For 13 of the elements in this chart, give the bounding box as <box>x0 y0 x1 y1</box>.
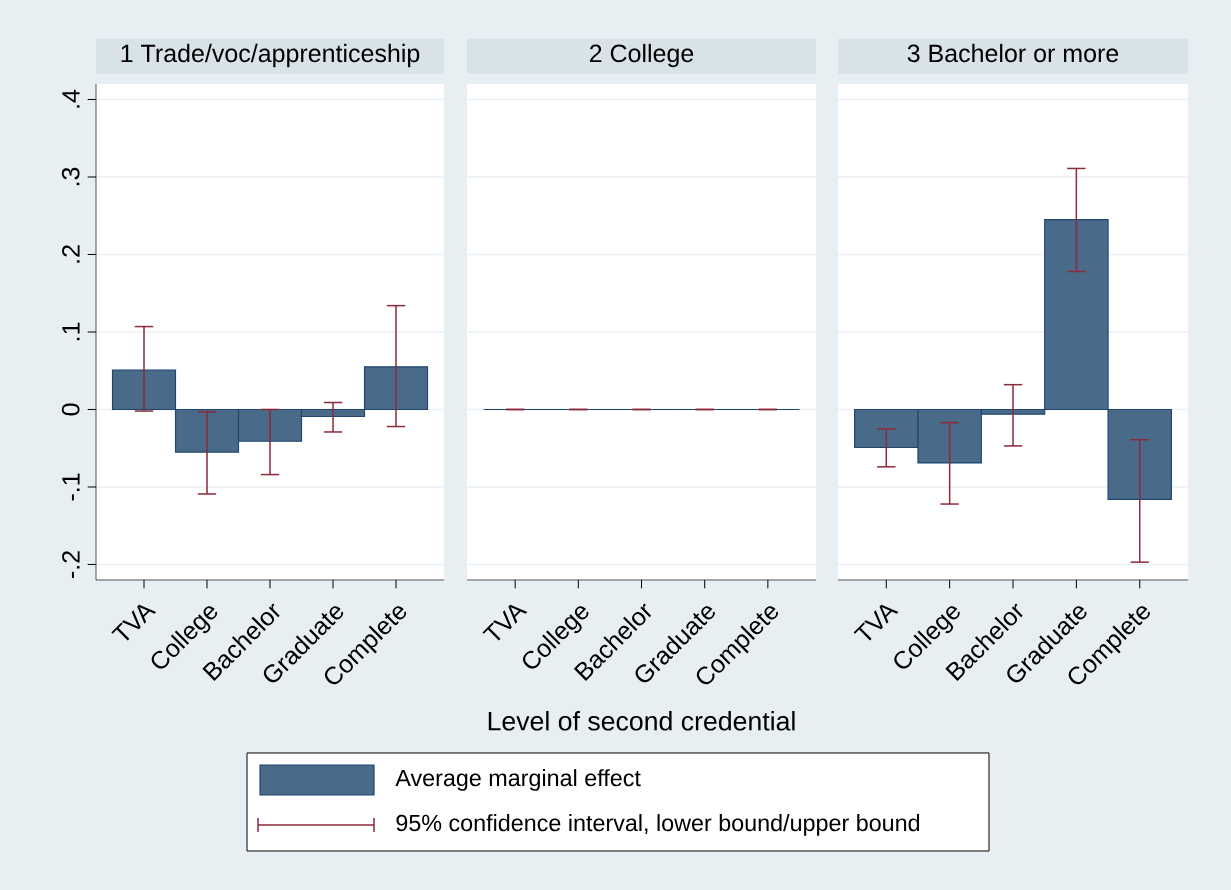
chart-title: 3 Bachelor or more <box>907 43 1119 63</box>
chart-title: 1 Trade/voc/apprenticeship <box>121 43 420 68</box>
text: 95% confidence interval, lower bound/upper bound <box>396 814 920 836</box>
y-tick-label: .3 <box>61 167 80 186</box>
y-tick-label: .2 <box>62 245 80 263</box>
x-axis-title: Level of second credential <box>488 711 795 731</box>
y-tick-label: .1 <box>62 322 80 341</box>
y-tick-label: -.2 <box>62 551 80 578</box>
y-tick-label: -.1 <box>62 473 80 501</box>
y-tick-label: .4 <box>62 89 80 108</box>
chart-title: 2 College <box>589 43 694 68</box>
legend-label: Average marginal effect <box>395 769 641 791</box>
y-tick-label: 0 <box>61 403 80 416</box>
